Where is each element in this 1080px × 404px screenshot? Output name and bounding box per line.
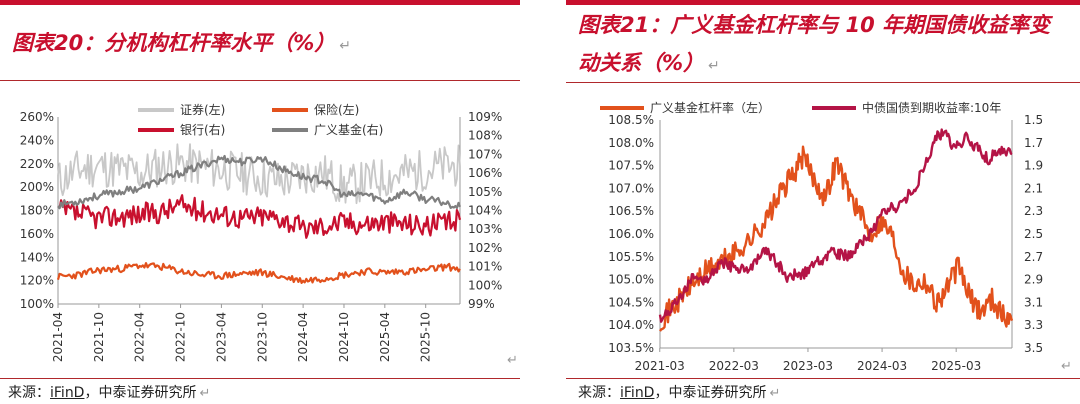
- source-suffix: ，中泰证券研究所: [654, 385, 767, 401]
- c21-y-right-tick: 2.1: [1024, 181, 1043, 195]
- c20-y-right-tick: 100%: [468, 278, 502, 292]
- left-title-text: 图表20：分机构杠杆率水平（%）: [12, 31, 336, 55]
- c20-x-tick: 2022-10: [174, 312, 188, 362]
- source-suffix: ，中泰证券研究所: [84, 385, 197, 401]
- c20-legend-fund: 广义基金(右): [314, 122, 383, 137]
- c21-y-left-tick: 106.5%: [608, 204, 654, 218]
- c21-legend-yield: 中债国债到期收益率:10年: [862, 100, 1001, 115]
- right-title-rule: [566, 82, 1080, 83]
- c20-y-left-tick: 220%: [20, 157, 54, 171]
- c20-y-left-tick: 140%: [20, 250, 54, 264]
- c20-y-right-tick: 101%: [468, 260, 502, 274]
- c21-y-right-tick: 1.5: [1024, 113, 1043, 127]
- c21-y-right-tick: 2.7: [1024, 250, 1043, 264]
- c21-x-tick: 2024-03: [857, 359, 907, 373]
- c20-y-right-tick: 103%: [468, 222, 502, 236]
- return-mark: ↵: [708, 58, 720, 74]
- c20-x-tick: 2024-04: [296, 312, 310, 362]
- c21-y-left-tick: 108.5%: [608, 113, 654, 127]
- left-header-bar: [0, 0, 520, 5]
- right-chart-return-mark: ↵: [1061, 359, 1072, 374]
- source-link[interactable]: iFinD: [620, 385, 655, 401]
- source-prefix: 来源：: [578, 385, 620, 401]
- right-source: 来源：iFinD，中泰证券研究所 ↵: [578, 382, 780, 402]
- left-chart-return-mark: ↵: [507, 353, 518, 368]
- c21-x-tick: 2022-03: [709, 359, 759, 373]
- c20-legend-insurance: 保险(左): [314, 102, 359, 117]
- c21-y-left-tick: 104.5%: [608, 295, 654, 309]
- c20-legend-bank: 银行(右): [180, 122, 225, 137]
- c20-y-right-tick: 109%: [468, 110, 502, 124]
- c20-y-right-tick: 99%: [468, 297, 495, 311]
- c20-series-fund: [57, 154, 462, 210]
- left-source-rule: [0, 378, 520, 379]
- source-link[interactable]: iFinD: [50, 385, 85, 401]
- c21-y-left-tick: 104.0%: [608, 318, 654, 332]
- c20-x-tick: 2023-04: [214, 312, 228, 362]
- right-title-text-1: 图表21：广义基金杠杆率与 10 年期国债收益率变: [578, 13, 1051, 37]
- c21-y-left-tick: 107.5%: [608, 159, 654, 173]
- c21-series-yield: [658, 128, 1013, 323]
- source-prefix: 来源：: [8, 385, 50, 401]
- c21-y-right-tick: 3.3: [1024, 318, 1043, 332]
- c20-x-tick: 2023-10: [255, 312, 269, 362]
- c21-y-right-tick: 2.9: [1024, 273, 1043, 287]
- left-source: 来源：iFinD，中泰证券研究所 ↵: [8, 382, 210, 402]
- c20-x-tick: 2024-10: [337, 312, 351, 362]
- c21-x-tick: 2025-03: [931, 359, 981, 373]
- c20-series-securities: [57, 143, 461, 205]
- left-title: 图表20：分机构杠杆率水平（%） ↵: [12, 26, 351, 63]
- c20-y-left-tick: 180%: [20, 204, 54, 218]
- return-mark: ↵: [769, 386, 781, 401]
- right-title-text-2: 动关系（%）: [578, 51, 705, 75]
- c21-y-left-tick: 105.0%: [608, 273, 654, 287]
- right-header-bar: [566, 0, 1080, 5]
- c21-y-right-tick: 2.3: [1024, 204, 1043, 218]
- return-mark: ↵: [199, 386, 211, 401]
- right-source-rule: [566, 378, 1080, 379]
- c20-y-left-tick: 160%: [20, 227, 54, 241]
- c21-y-left-tick: 105.5%: [608, 250, 654, 264]
- c20-y-left-tick: 260%: [20, 110, 54, 124]
- c20-x-tick: 2021-04: [51, 312, 65, 362]
- c20-y-right-tick: 106%: [468, 166, 502, 180]
- c21-y-right-tick: 1.9: [1024, 159, 1043, 173]
- right-title-line1: 图表21：广义基金杠杆率与 10 年期国债收益率变: [578, 8, 1050, 42]
- c20-series-insurance: [56, 262, 461, 284]
- c20-y-left-tick: 200%: [20, 180, 54, 194]
- c20-legend-securities: 证券(左): [180, 102, 225, 117]
- c20-series-bank: [57, 194, 462, 239]
- c21-x-tick: 2023-03: [783, 359, 833, 373]
- c21-y-right-tick: 3.5: [1024, 341, 1043, 355]
- c20-y-left-tick: 100%: [20, 297, 54, 311]
- c20-y-right-tick: 102%: [468, 241, 502, 255]
- c21-y-left-tick: 107.0%: [608, 181, 654, 195]
- c21-series-fund_lev: [659, 145, 1014, 332]
- c21-y-right-tick: 3.1: [1024, 295, 1043, 309]
- c20-y-right-tick: 107%: [468, 147, 502, 161]
- c21-y-left-tick: 106.0%: [608, 227, 654, 241]
- c20-y-left-tick: 120%: [20, 274, 54, 288]
- c20-x-tick: 2022-04: [133, 312, 147, 362]
- c20-x-tick: 2025-04: [378, 312, 392, 362]
- c21-y-right-tick: 1.7: [1024, 136, 1043, 150]
- c20-x-tick: 2025-10: [419, 312, 433, 362]
- c20-y-left-tick: 240%: [20, 133, 54, 147]
- c20-y-right-tick: 108%: [468, 129, 502, 143]
- c20-x-tick: 2021-10: [92, 312, 106, 362]
- return-mark: ↵: [339, 38, 351, 54]
- c21-y-left-tick: 103.5%: [608, 341, 654, 355]
- c21-y-left-tick: 108.0%: [608, 136, 654, 150]
- c21-y-right-tick: 2.5: [1024, 227, 1043, 241]
- c20-y-right-tick: 105%: [468, 185, 502, 199]
- right-title-line2: 动关系（%） ↵: [578, 46, 720, 83]
- c21-legend-fund_lev: 广义基金杠杆率（左）: [650, 100, 770, 115]
- left-title-rule: [0, 80, 520, 81]
- c21-x-tick: 2021-03: [635, 359, 685, 373]
- c20-y-right-tick: 104%: [468, 204, 502, 218]
